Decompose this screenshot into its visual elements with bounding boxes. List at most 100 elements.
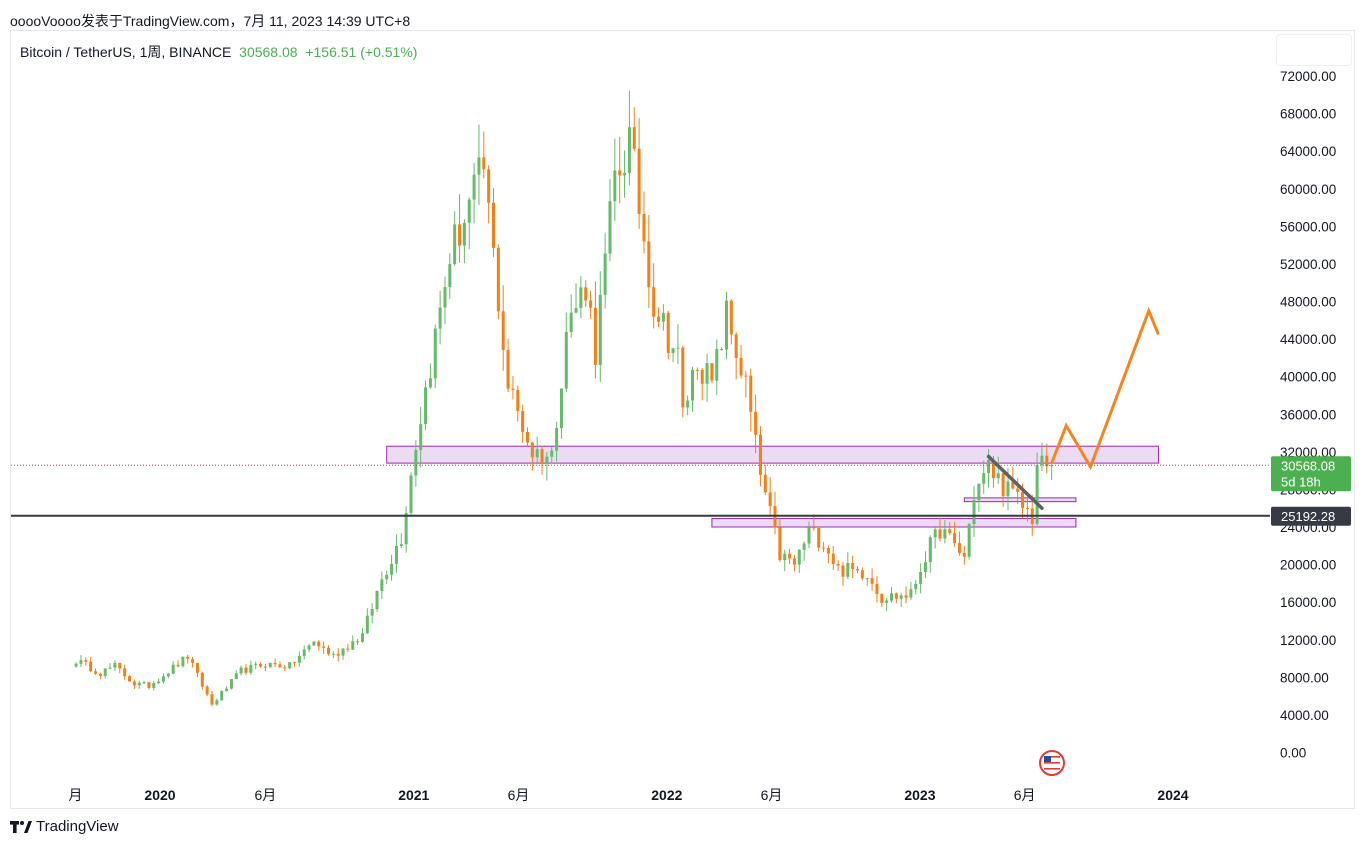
x-tick-label: 2023: [904, 787, 935, 803]
trendline: [986, 454, 1044, 510]
candle-body: [259, 663, 263, 667]
candle-body: [875, 583, 879, 595]
y-tick-label: 52000.00: [1280, 257, 1336, 272]
candle-body: [627, 127, 631, 173]
candle-body: [195, 662, 199, 673]
candle-body: [268, 663, 272, 668]
candle-body: [826, 547, 830, 554]
candle-body: [754, 411, 758, 435]
x-tick-label: 2024: [1157, 787, 1188, 803]
candle-body: [555, 428, 559, 451]
candle-body: [409, 475, 413, 513]
candle-body: [967, 524, 971, 557]
candle-body: [317, 641, 321, 647]
candle-body: [127, 676, 131, 682]
candle-body: [215, 700, 219, 705]
candle-body: [1001, 473, 1005, 497]
candle-body: [841, 565, 845, 577]
x-axis: 月 2020 6月 2021 6月 2022 6月 2023 6月 2024: [68, 787, 1188, 803]
candle-body: [744, 375, 748, 377]
candle-body: [758, 434, 762, 475]
current-price-tag-countdown: 5d 18h: [1281, 474, 1321, 489]
candle-body: [225, 688, 229, 692]
candle-body: [336, 653, 340, 656]
candle-body: [74, 663, 78, 667]
candle-body: [458, 224, 462, 246]
candle-body: [933, 529, 937, 538]
candle-body: [433, 328, 437, 379]
candle-body: [428, 378, 432, 388]
candle-body: [977, 483, 981, 501]
candle-body: [492, 202, 496, 248]
candle-body: [530, 442, 534, 458]
candle-body: [229, 678, 233, 689]
candle-body: [618, 170, 622, 176]
y-tick-label: 16000.00: [1280, 595, 1336, 610]
candle-body: [792, 558, 796, 565]
x-tick-label: 2022: [651, 787, 682, 803]
candle-body: [734, 334, 738, 358]
candle-body: [496, 247, 500, 312]
price-zone: [963, 497, 1077, 503]
y-tick-label: 60000.00: [1280, 182, 1336, 197]
y-tick-label: 20000.00: [1280, 558, 1336, 573]
candle-body: [108, 667, 112, 669]
y-tick-label: 72000.00: [1280, 69, 1336, 84]
candle-body: [157, 681, 161, 684]
candle-body: [632, 127, 636, 149]
candle-body: [525, 431, 529, 443]
candle-body: [962, 552, 966, 557]
candle-body: [987, 460, 991, 474]
candle-body: [351, 641, 355, 650]
candle-body: [928, 537, 932, 563]
tradingview-logo-icon: [10, 820, 32, 833]
us-flag-stripe: [1044, 759, 1060, 761]
candle-body: [545, 456, 549, 464]
y-tick-label: 0.00: [1280, 746, 1306, 761]
candle-body: [482, 157, 486, 170]
candle-body: [550, 450, 554, 457]
candle-body: [652, 287, 656, 317]
us-flag-stripe: [1044, 762, 1060, 764]
candle-body: [443, 287, 447, 308]
candle-body: [181, 656, 185, 667]
candle-body: [569, 312, 573, 332]
candle-body: [880, 594, 884, 603]
candle-body: [516, 389, 520, 412]
y-tick-label: 4000.00: [1280, 708, 1329, 723]
drawings-layer: [11, 306, 1270, 517]
candle-body: [424, 387, 428, 425]
candle-body: [278, 664, 282, 668]
candle-body: [239, 667, 243, 674]
candle-body: [487, 169, 491, 203]
candle-body: [589, 300, 593, 308]
tradingview-brand[interactable]: TradingView: [10, 818, 119, 835]
candle-body: [540, 449, 544, 464]
candle-body: [273, 663, 277, 665]
candle-body: [778, 527, 782, 561]
candle-body: [1011, 481, 1015, 489]
candle-body: [200, 672, 204, 687]
candle-body: [176, 664, 180, 667]
x-tick-label: 2021: [398, 787, 429, 803]
candle-body: [695, 369, 699, 371]
candle-body: [972, 500, 976, 525]
y-tick-label: 32000.00: [1280, 445, 1336, 460]
chart-toolbar-button[interactable]: [1276, 34, 1352, 66]
us-flag-icon[interactable]: [1039, 750, 1065, 776]
candle-body: [846, 563, 850, 577]
candle-body: [647, 241, 651, 288]
candle-body: [919, 571, 923, 584]
y-tick-label: 48000.00: [1280, 295, 1336, 310]
candle-body: [749, 375, 753, 412]
candle-body: [623, 172, 627, 176]
candle-body: [521, 411, 525, 432]
candle-body: [312, 641, 316, 646]
candle-body: [142, 682, 146, 684]
brand-label: TradingView: [36, 818, 119, 835]
candle-body: [307, 645, 311, 650]
support-price-tag: 25192.28: [1271, 506, 1351, 526]
candle-body: [889, 593, 894, 601]
